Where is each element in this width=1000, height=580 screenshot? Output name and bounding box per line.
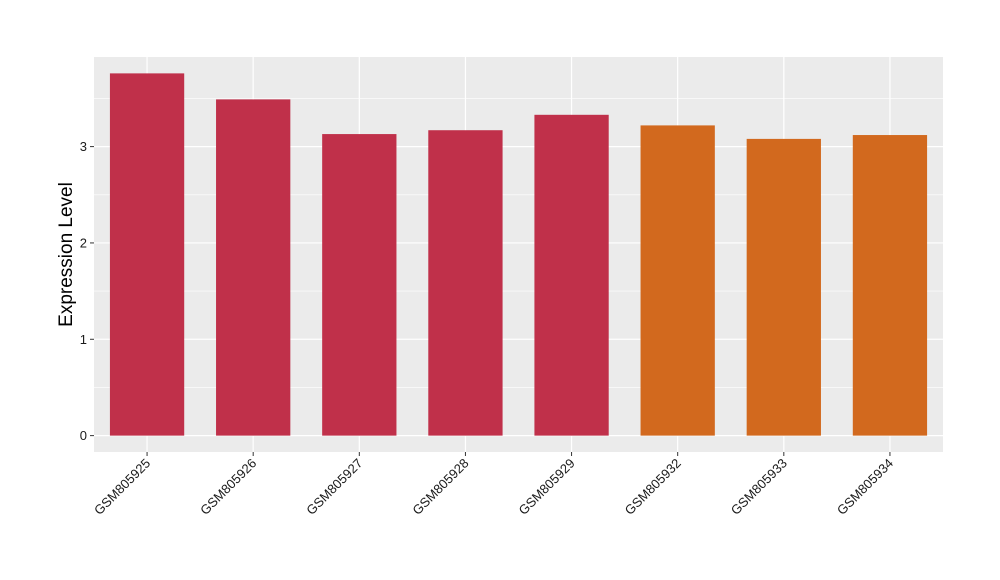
- x-tick-label: GSM805925: [91, 456, 153, 518]
- x-axis: GSM805925 GSM805926 GSM805927 GSM805928 GSM8…: [91, 452, 896, 518]
- y-axis: 0 1 2 3: [80, 139, 94, 443]
- x-tick-label: GSM805932: [622, 456, 684, 518]
- x-tick-label: GSM805934: [834, 456, 896, 518]
- bar-GSM805934: [852, 135, 928, 436]
- y-axis-title: Expression Level: [56, 182, 77, 327]
- bar-GSM805929: [534, 114, 609, 436]
- y-tick-label: 2: [80, 235, 87, 250]
- bar-GSM805928: [428, 130, 503, 436]
- y-tick-label: 3: [80, 139, 87, 154]
- bar-GSM805933: [746, 138, 821, 436]
- bar-GSM805932: [640, 125, 715, 436]
- x-tick-label: GSM805928: [409, 456, 471, 518]
- x-tick-label: GSM805933: [728, 456, 790, 518]
- bar-GSM805927: [322, 134, 397, 436]
- bars: [109, 73, 928, 436]
- x-tick-label: GSM805927: [303, 456, 365, 518]
- y-tick-label: 1: [80, 332, 87, 347]
- bar-GSM805925: [109, 73, 185, 436]
- bar-GSM805926: [216, 99, 291, 436]
- x-tick-label: GSM805926: [197, 456, 259, 518]
- x-tick-label: GSM805929: [515, 456, 577, 518]
- y-tick-label: 0: [80, 428, 87, 443]
